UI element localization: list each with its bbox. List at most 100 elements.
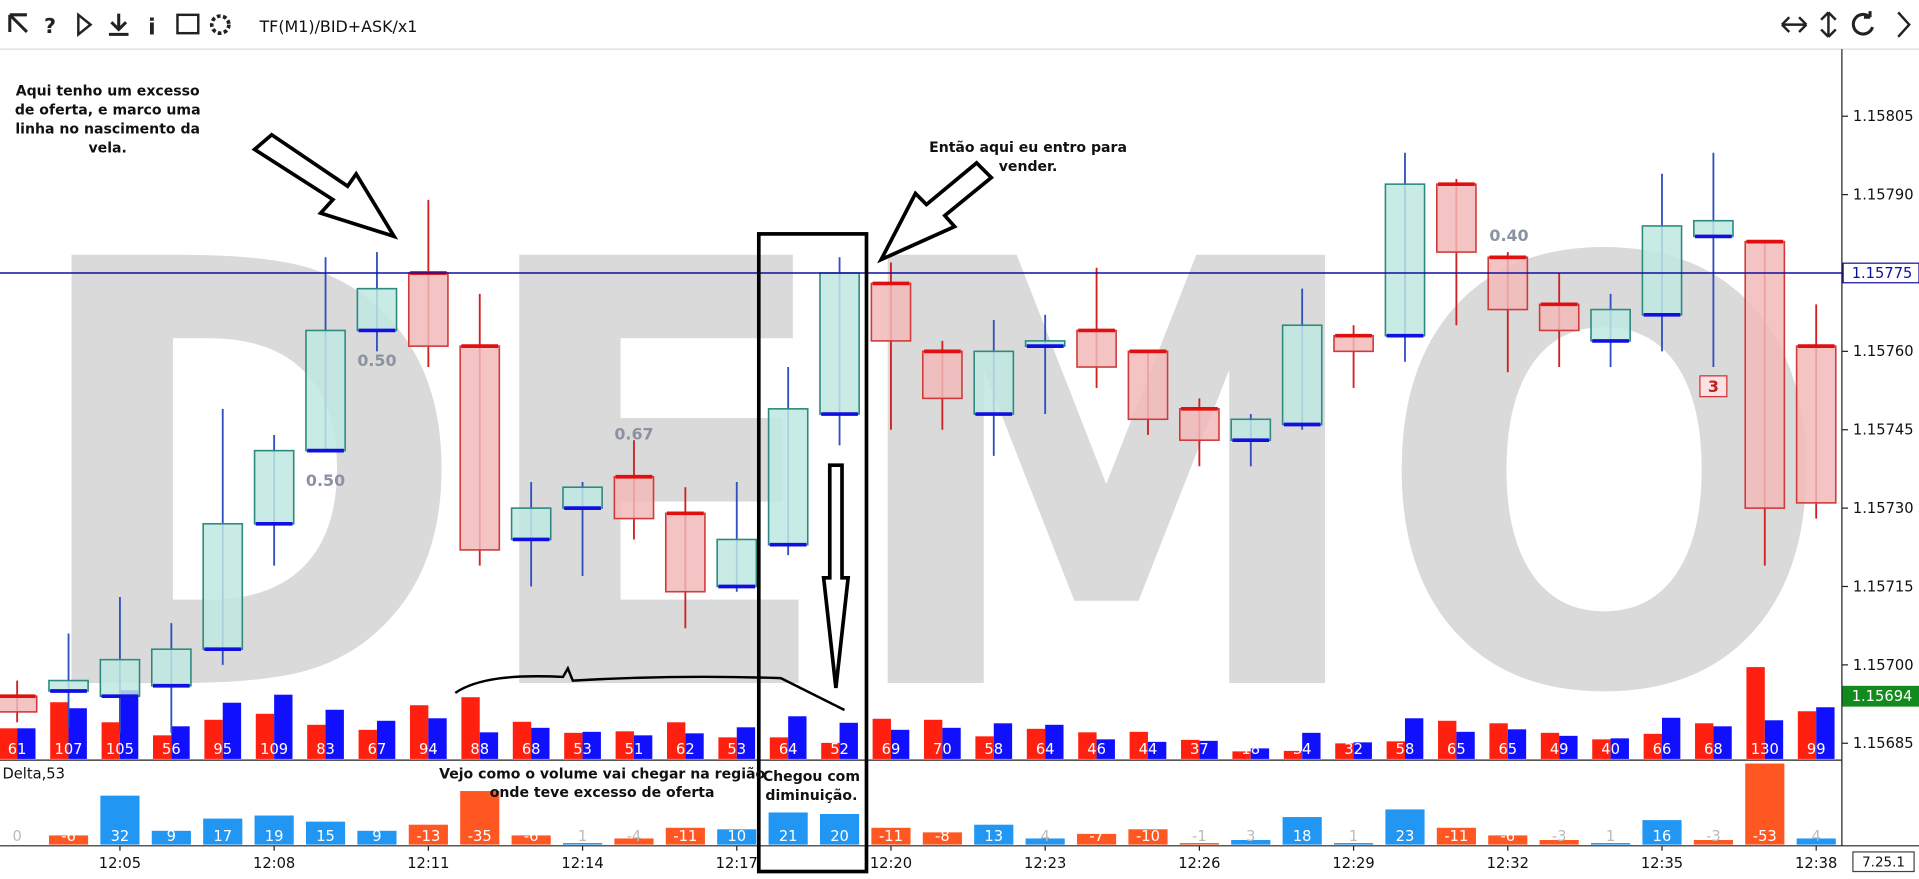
x-tick-label: 12:23: [1024, 855, 1066, 872]
delta-bar: [408, 824, 448, 845]
candle-body: [1436, 183, 1477, 253]
delta-bar: [1796, 838, 1836, 845]
volume-label: 32: [1344, 741, 1363, 758]
volume-label: 70: [933, 741, 952, 758]
volume-label: 64: [779, 741, 798, 758]
delta-label: 21: [779, 828, 798, 845]
delta-label: 3: [1246, 828, 1255, 845]
candle-body: [253, 449, 295, 525]
delta-bar: [1333, 843, 1374, 845]
play-button[interactable]: [77, 12, 93, 37]
candle-note: 0.50: [357, 351, 396, 370]
ask-volume-bar: [685, 733, 704, 759]
candle-body: [1178, 408, 1220, 441]
candle-body: [0, 695, 38, 713]
drawings: [251, 132, 995, 874]
candle-body: [407, 272, 449, 347]
y-tick-label: 1.15685: [1853, 735, 1914, 752]
candle-body: [1076, 329, 1117, 368]
ask-volume-bar: [736, 727, 756, 759]
delta-label: 16: [1653, 828, 1672, 845]
bid-volume-bar: [1695, 723, 1714, 759]
delta-label: -11: [1444, 828, 1468, 845]
settings-button[interactable]: [209, 14, 231, 36]
bid-volume-bar: [924, 719, 943, 759]
toolbar: ? i TF(M1)/BID+ASK/x1: [0, 11, 1919, 50]
delta-label: 0: [12, 828, 21, 845]
candle-body: [870, 282, 912, 342]
help-button[interactable]: ?: [44, 14, 56, 38]
bid-volume-bar: [615, 731, 634, 759]
candle-body: [305, 329, 346, 452]
bid-volume-bar: [821, 742, 840, 759]
bid-volume-bar: [461, 697, 480, 759]
bid-volume-bar: [1335, 743, 1354, 759]
delta-label: 9: [372, 828, 381, 845]
bid-volume-bar: [1232, 751, 1251, 759]
bid-volume-bar: [1797, 711, 1817, 759]
delta-label: Delta,53: [2, 766, 64, 783]
version: 7.25.1: [1862, 856, 1905, 871]
candle-body: [1230, 418, 1272, 441]
delta-label: 23: [1396, 828, 1415, 845]
ask-volume-bar: [788, 716, 807, 759]
refresh-button[interactable]: [1851, 11, 1874, 36]
ask-volume-bar: [274, 694, 293, 759]
annotation-text: diminuição.: [765, 788, 857, 804]
version-box: [1852, 851, 1915, 873]
delta-label: -8: [935, 828, 950, 845]
delta-bar: [1693, 840, 1733, 845]
bid-volume-bar: [1489, 723, 1508, 759]
fit-vertical[interactable]: [1820, 11, 1837, 38]
volume-label: 99: [1807, 741, 1826, 758]
ask-volume-bar: [479, 732, 499, 759]
x-tick-label: 12:14: [561, 855, 603, 872]
fit-horizontal[interactable]: [1781, 16, 1808, 33]
delta-bar: [562, 843, 603, 845]
ask-volume-bar: [1096, 739, 1115, 759]
delta-label: 9: [167, 828, 176, 845]
bid-volume-bar: [101, 722, 120, 759]
y-tick-label: 1.15730: [1853, 500, 1914, 517]
candle-body: [973, 350, 1015, 415]
ask-volume-bar: [1456, 731, 1475, 759]
delta-bar: [1282, 817, 1322, 845]
ask-volume-bar: [1045, 724, 1064, 759]
drawn-arrow: [251, 132, 399, 240]
ask-volume-bar: [119, 690, 139, 759]
candle-note: 0.67: [614, 425, 653, 444]
bid-volume-bar: [1540, 732, 1560, 759]
delta-bar: [1076, 833, 1117, 845]
delta-bar: [665, 827, 705, 845]
volume-label: 58: [1396, 741, 1415, 758]
delta-label: -53: [1753, 828, 1777, 845]
delta-label: -1: [1192, 828, 1207, 845]
bid-volume-bar: [358, 729, 377, 759]
bid-volume-bar: [1592, 739, 1611, 759]
drawn-line: [454, 665, 846, 712]
candle-body: [356, 287, 398, 332]
volume-label: 49: [1550, 741, 1569, 758]
ask-volume-bar: [993, 723, 1013, 759]
delta-bar: [1025, 838, 1065, 845]
next-button[interactable]: [1897, 11, 1911, 38]
delta-bar: [1128, 829, 1168, 845]
delta-bar: [871, 827, 911, 845]
select-tool[interactable]: [8, 13, 29, 34]
toolbar-title: TF(M1)/BID+ASK/x1: [258, 17, 417, 36]
x-tick-label: 12:32: [1487, 855, 1529, 872]
candle-body: [716, 538, 758, 588]
volume-label: 40: [1601, 741, 1620, 758]
annotation-text: Aqui tenho um excesso: [16, 84, 200, 100]
ask-volume-bar: [1507, 729, 1527, 759]
x-tick-label: 12:17: [716, 855, 758, 872]
y-tick-label: 1.15790: [1853, 186, 1914, 203]
volume-label: 65: [1447, 741, 1466, 758]
layout-button[interactable]: [176, 13, 200, 35]
download-button[interactable]: [108, 13, 129, 36]
info-button[interactable]: i: [148, 15, 156, 40]
x-tick-label: 12:20: [870, 855, 912, 872]
ask-volume-bar: [1764, 720, 1784, 759]
candle-body: [921, 350, 963, 400]
bid-volume-bar: [1746, 667, 1765, 759]
